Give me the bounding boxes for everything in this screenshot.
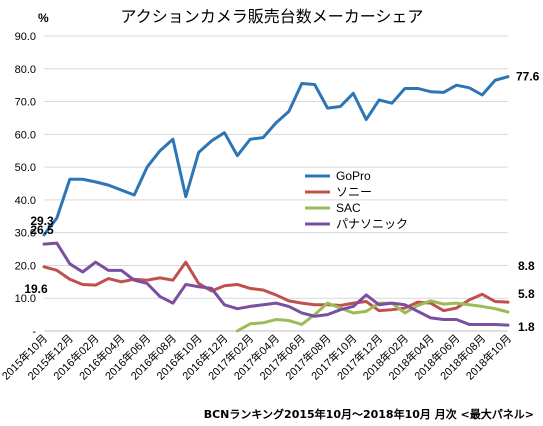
y-tick-label: 60.0 <box>15 129 36 141</box>
data-label: 19.6 <box>24 282 48 296</box>
y-axis-ticks: - 10.0 20.0 30.0 40.0 50.0 60.0 70.0 80.0 90.0 <box>15 31 37 338</box>
chart-title: アクションカメラ販売台数メーカーシェア <box>121 7 424 26</box>
x-axis-ticks: 2015年10月2015年12月2016年02月2016年04月2016年06月… <box>0 331 514 382</box>
y-tick-label: 40.0 <box>15 195 36 207</box>
data-label: 8.8 <box>518 259 535 273</box>
series-line-0 <box>42 75 510 237</box>
gridlines <box>44 35 508 299</box>
data-labels: 29.3 77.6 19.6 26.5 8.8 5.8 1.8 <box>24 70 539 334</box>
data-label: 5.8 <box>518 287 535 301</box>
y-tick-label: 50.0 <box>15 162 36 174</box>
data-label: 1.8 <box>518 320 535 334</box>
y-tick-label: 70.0 <box>15 97 36 109</box>
series-lines <box>42 75 510 333</box>
series-line-3 <box>42 241 510 327</box>
legend-label: SAC <box>336 201 361 215</box>
y-tick-label: 20.0 <box>15 260 36 272</box>
data-label: 26.5 <box>30 223 54 237</box>
legend: GoPro ソニー SAC パナソニック <box>305 169 408 231</box>
legend-label: GoPro <box>336 169 371 183</box>
y-tick-label: 90.0 <box>15 31 36 43</box>
footnote: BCNランキング2015年10月～2018年10月 月次 <最大パネル> <box>204 407 534 421</box>
data-label: 29.3 <box>30 214 54 228</box>
series-line-2 <box>235 299 510 333</box>
legend-label: パナソニック <box>336 217 408 231</box>
y-tick-label: 30.0 <box>15 228 36 240</box>
y-axis-unit: % <box>38 11 49 25</box>
y-tick-label: - <box>32 326 36 338</box>
series-line-1 <box>42 260 510 313</box>
y-tick-label: 10.0 <box>15 293 36 305</box>
data-label: 77.6 <box>516 70 540 84</box>
y-tick-label: 80.0 <box>15 64 36 76</box>
legend-label: ソニー <box>336 185 372 199</box>
